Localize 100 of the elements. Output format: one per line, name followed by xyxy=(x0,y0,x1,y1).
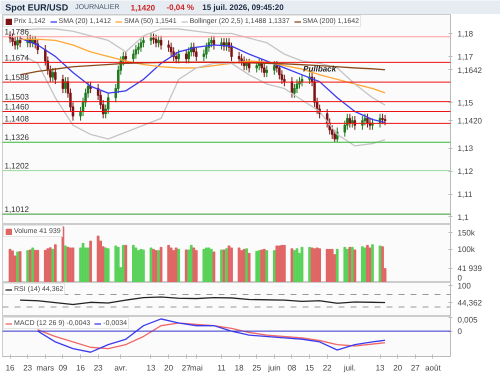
candlestick xyxy=(293,83,296,98)
text: 15 juil. 2026, 09:45:20 xyxy=(202,3,284,12)
x-tick-label: 27 xyxy=(182,364,192,372)
x-tick-label: 23 xyxy=(23,364,33,372)
ref-line-label: 1,1012 xyxy=(4,205,30,214)
x-tick-label: 22 xyxy=(322,364,332,372)
x-tick-label: 27 xyxy=(410,364,420,372)
candlestick xyxy=(177,49,180,64)
candlestick xyxy=(64,76,67,94)
x-tick-label: 20 xyxy=(393,364,403,372)
candlestick xyxy=(142,35,145,48)
y-tick-label: 1,11 xyxy=(458,190,474,200)
y-tick-label: 1,1642 xyxy=(458,66,483,75)
candlestick xyxy=(248,58,250,73)
x-tick-label: mars xyxy=(36,364,54,372)
y-tick-label: 1,18 xyxy=(458,30,474,39)
candlestick xyxy=(364,113,366,126)
text: 1,1420 xyxy=(130,4,156,12)
candlestick xyxy=(16,35,19,50)
candlestick xyxy=(210,35,213,48)
candlestick xyxy=(154,34,158,48)
y-tick-label: 0 xyxy=(458,274,462,282)
y-tick-label: 44,362 xyxy=(458,298,483,308)
ref-line-label: 1,1202 xyxy=(4,162,30,171)
ref-line-label: 1,1674 xyxy=(4,53,30,62)
candlestick xyxy=(296,78,298,94)
candlestick xyxy=(195,46,198,62)
candlestick xyxy=(137,42,140,55)
y-tick-label: 1,15 xyxy=(458,98,474,108)
ref-line-label: 1,1503 xyxy=(4,92,30,102)
candlestick xyxy=(106,92,110,114)
line-series xyxy=(19,62,386,76)
candlestick xyxy=(132,49,135,64)
candlestick xyxy=(124,51,128,64)
candlestick xyxy=(238,51,240,64)
x-tick-label: avr. xyxy=(114,364,128,372)
candlestick xyxy=(273,60,276,76)
candlestick xyxy=(187,46,190,64)
x-tick-label: 15 xyxy=(305,364,315,372)
annotation: Pullback xyxy=(303,64,337,74)
candlestick xyxy=(170,42,172,57)
chart-title: Spot EUR/USD xyxy=(5,2,69,12)
x-tick-label: juil. xyxy=(342,364,356,372)
candlestick xyxy=(280,70,284,84)
candlestick xyxy=(160,35,162,50)
x-tick-label: 16 xyxy=(6,364,16,372)
candlestick xyxy=(240,54,243,66)
candlestick xyxy=(205,42,208,60)
x-tick-label: 18 xyxy=(234,364,244,372)
y-tick-label: 0,005 xyxy=(458,316,478,324)
candlestick xyxy=(351,116,354,128)
candlestick xyxy=(381,113,384,125)
candlestick xyxy=(366,113,369,128)
candlestick xyxy=(384,114,386,126)
x-tick-label: 13 xyxy=(146,364,156,372)
candlestick xyxy=(54,67,57,84)
candlestick xyxy=(220,38,223,50)
x-tick-label: juin xyxy=(267,364,281,372)
ref-line-label: 1,1460 xyxy=(4,102,30,112)
y-tick-label: 1,1 xyxy=(458,212,470,222)
candlestick xyxy=(152,33,155,44)
candlestick xyxy=(333,129,336,143)
x-tick-label: 25 xyxy=(252,364,262,372)
ref-line-label: 1,1408 xyxy=(4,114,30,124)
candlestick xyxy=(157,35,160,48)
y-tick-label: 150k xyxy=(458,228,476,238)
x-tick-label: 20 xyxy=(164,364,174,372)
ref-line-label: 1,1786 xyxy=(4,28,30,37)
x-tick-label: 13 xyxy=(376,364,386,372)
ref-line-label: 1,1588 xyxy=(4,73,30,82)
y-tick-label: 1,13 xyxy=(458,144,474,154)
candlestick xyxy=(150,33,152,46)
candlestick xyxy=(263,62,266,78)
candlestick xyxy=(18,35,22,48)
x-tick-label: 09 xyxy=(58,364,68,372)
candlestick xyxy=(52,67,54,82)
x-tick-label: 23 xyxy=(94,364,104,372)
y-tick-label: 1,1420 xyxy=(458,116,483,126)
candlestick xyxy=(167,40,170,52)
x-tick-label: août xyxy=(425,364,442,372)
text: -0,04 % xyxy=(166,3,194,12)
x-tick-label: 08 xyxy=(287,364,297,372)
y-tick-label: 100 xyxy=(458,282,472,290)
candlestick xyxy=(184,49,188,64)
candlestick xyxy=(140,38,142,52)
ref-line-label: 1,1326 xyxy=(4,133,30,142)
line-series xyxy=(19,296,386,306)
y-tick-label: 0 xyxy=(458,327,462,336)
candlestick xyxy=(230,42,233,62)
x-tick-label: 11 xyxy=(217,364,226,372)
y-tick-label: 1,17 xyxy=(458,52,474,62)
x-tick-label: mai xyxy=(190,364,203,372)
candlestick xyxy=(14,36,16,50)
candlestick xyxy=(62,74,64,94)
y-tick-label: 1,12 xyxy=(458,167,474,176)
y-tick-label: 100k xyxy=(458,244,476,254)
candlestick xyxy=(348,113,352,128)
y-tick-label: 41 939 xyxy=(458,264,483,274)
x-tick-label: 16 xyxy=(76,364,86,372)
candlestick xyxy=(266,65,268,78)
